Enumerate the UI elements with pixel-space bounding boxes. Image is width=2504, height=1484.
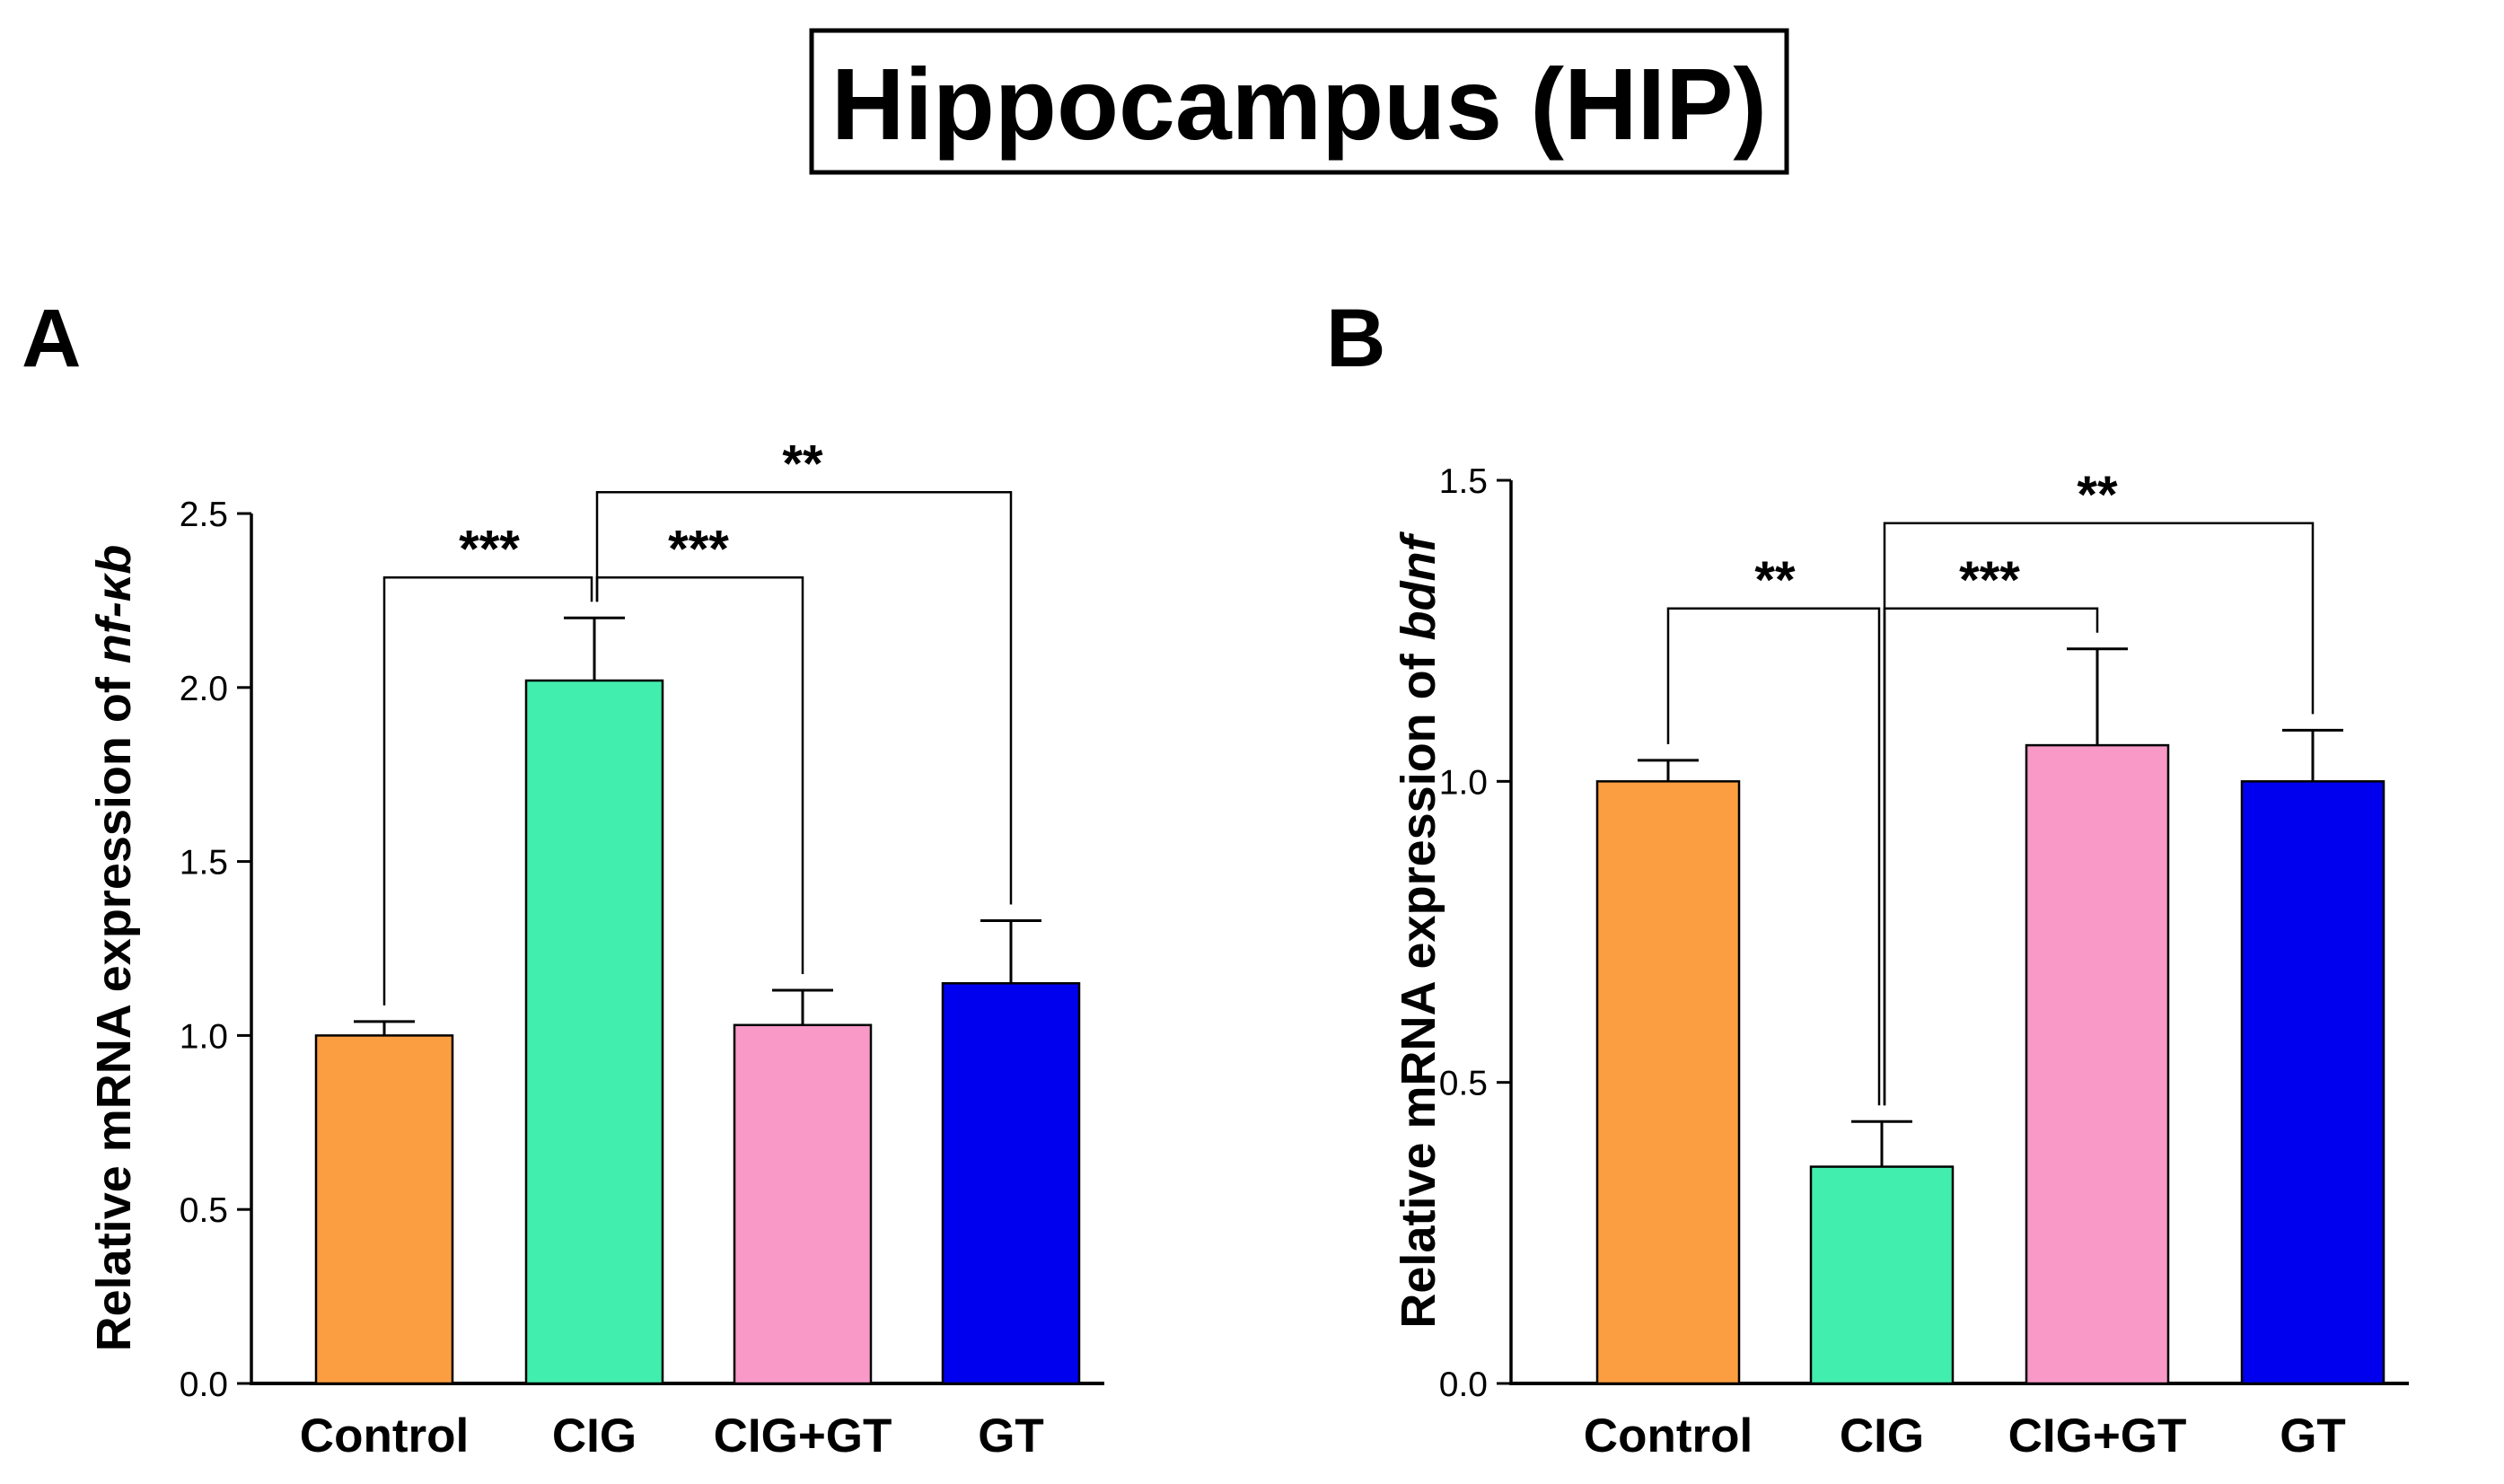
significance-label: ** [2077,466,2118,524]
y-tick-label: 0.0 [180,1365,228,1404]
y-axis-label: Relative mRNA expression of nf-κb [87,545,141,1352]
significance-label: *** [459,520,520,578]
y-tick-label: 0.0 [1439,1365,1488,1404]
chart-panel-a: 0.0 0.5 1.0 1.5 2.0 2.5 Relative mRNA expressi… [87,435,1104,1462]
y-tick-label: 2.5 [180,496,228,534]
y-tick-label: 1.5 [1439,462,1488,501]
significance-label: *** [668,520,729,578]
y-tick-label: 0.5 [1439,1065,1488,1103]
significance-bracket [1883,522,2315,1106]
significance-bracket [382,576,593,1005]
significance-label: ** [1754,551,1796,610]
category-label: GT [2280,1409,2346,1462]
category-label: CIG+GT [714,1409,892,1462]
y-axis-label-gene: bdnf [1392,531,1445,640]
y-tick-label: 0.5 [180,1191,228,1230]
chart-panel-b: 0.0 0.5 1.0 1.5 Relative mRNA expression of … [1392,462,2409,1462]
bar-control [1595,780,1741,1385]
y-axis-label-prefix: Relative mRNA expression of [1392,640,1445,1328]
category-label: Control [300,1409,469,1462]
y-tick-label: 1.0 [1439,763,1488,802]
figure-title-box [809,28,1789,175]
category-label: GT [978,1409,1044,1462]
bar-gt [941,982,1081,1385]
significance-label: ** [782,435,823,493]
bar-cig [1809,1165,1955,1385]
bar-cig-plus-gt [733,1023,873,1385]
bar-control [314,1034,454,1385]
panel-a-label: A [22,293,81,384]
significance-bracket [595,491,1013,905]
bar-cig-plus-gt [2025,743,2170,1385]
significance-label: *** [1959,551,2020,610]
y-tick-label: 1.5 [180,844,228,882]
significance-bracket [1666,607,1881,1106]
y-axis-label-gene: nf-κb [87,545,141,664]
y-tick-label: 2.0 [180,670,228,708]
category-label: CIG [1840,1409,1924,1462]
category-label: CIG+GT [2008,1409,2187,1462]
y-axis-label: Relative mRNA expression of bdnf [1392,531,1445,1328]
bar-gt [2240,780,2385,1385]
panel-b-label: B [1326,293,1385,384]
bar-cig [524,679,664,1385]
figure-title: Hippocampus (HIP) [831,48,1767,161]
category-label: CIG [552,1409,637,1462]
y-axis-label-prefix: Relative mRNA expression of [87,663,141,1351]
y-tick-label: 1.0 [180,1017,228,1056]
category-label: Control [1584,1409,1753,1462]
